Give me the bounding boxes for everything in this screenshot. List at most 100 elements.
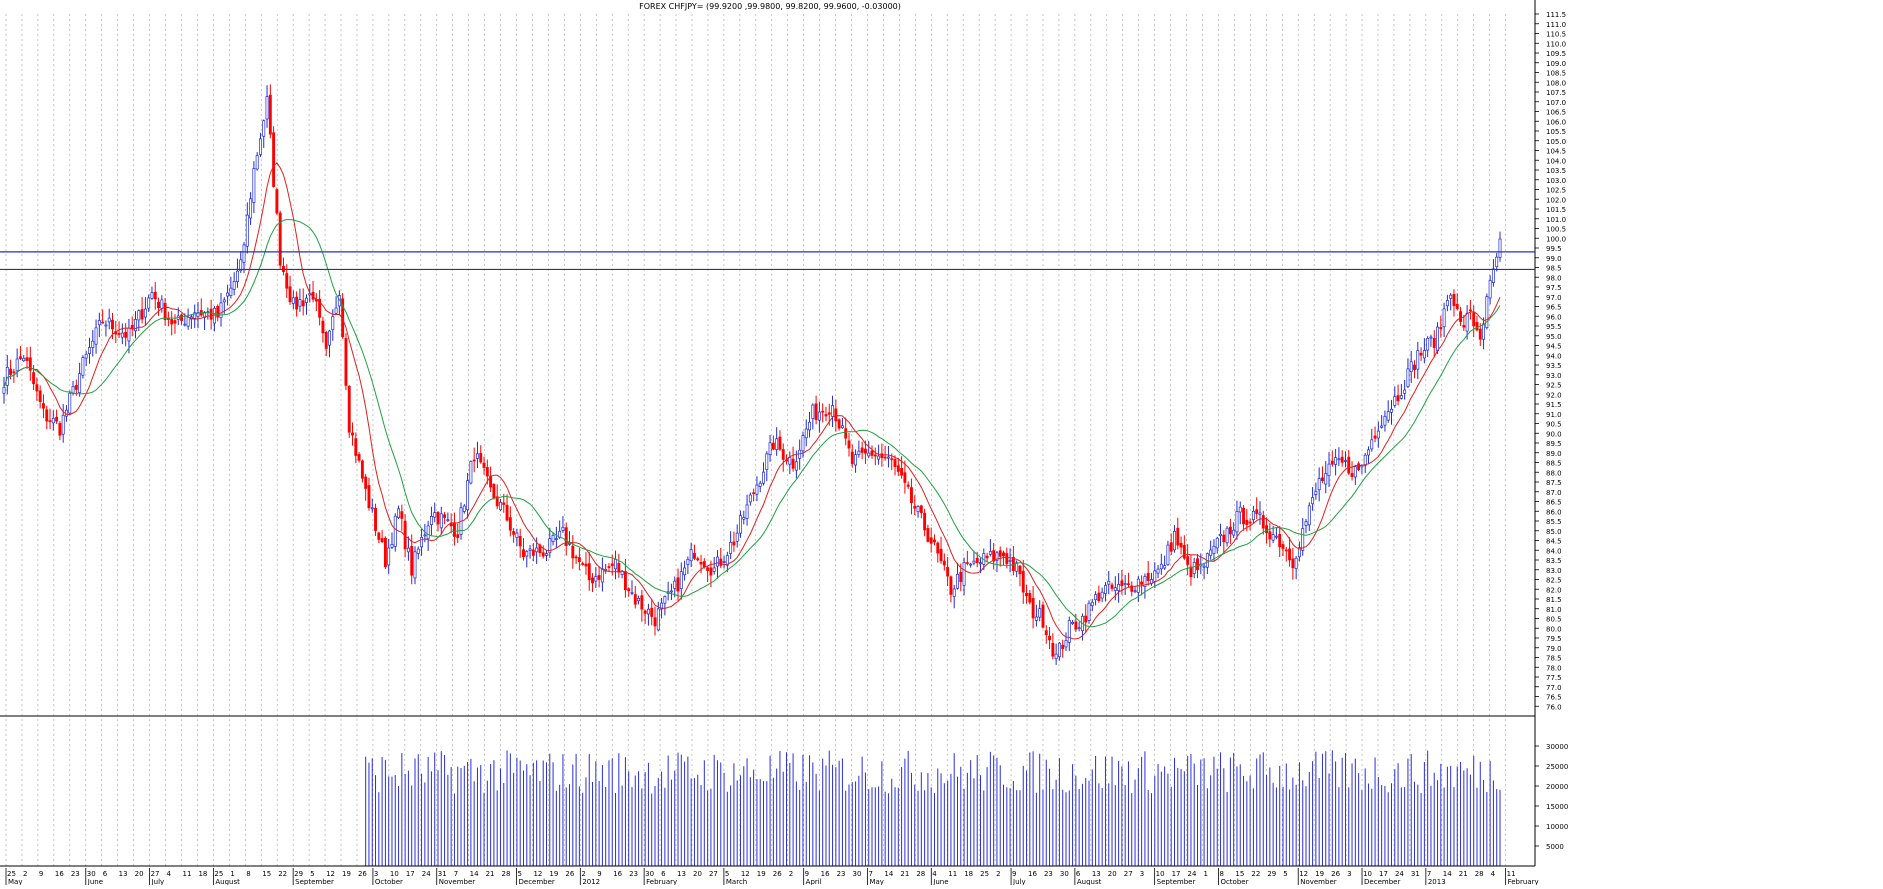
candle-body	[1268, 531, 1272, 540]
candle-body	[817, 411, 821, 421]
candle-body	[1340, 456, 1344, 463]
candle-body	[222, 299, 226, 303]
candle	[166, 311, 170, 327]
candle	[910, 478, 913, 515]
candle	[1071, 619, 1075, 625]
price-tick-label: 80.0	[1546, 625, 1562, 633]
candle	[762, 462, 765, 486]
candle-body	[1225, 527, 1229, 544]
day-tick-label: 14	[884, 870, 893, 878]
candle-body	[15, 358, 19, 372]
candle-body	[291, 297, 295, 304]
candle-body	[173, 320, 177, 324]
price-tick-label: 94.0	[1546, 352, 1562, 360]
candle	[1209, 540, 1213, 560]
candle-body	[68, 392, 72, 414]
candle	[883, 445, 887, 461]
candle	[995, 550, 999, 573]
day-tick-label: 24	[422, 870, 431, 878]
candle	[1104, 582, 1107, 602]
candle-body	[229, 287, 233, 296]
candle-body	[867, 452, 871, 457]
candle-body	[617, 562, 621, 573]
candle	[1133, 586, 1137, 594]
candle	[640, 589, 644, 622]
candle-body	[153, 291, 157, 300]
month-tick-label: October	[1220, 878, 1248, 885]
candle	[1478, 323, 1482, 346]
day-tick-label: 3	[1140, 870, 1144, 878]
candle	[374, 503, 377, 537]
candle	[683, 560, 687, 581]
candle	[249, 192, 253, 225]
candle-body	[709, 567, 713, 576]
candle	[597, 566, 601, 588]
candle	[758, 480, 762, 493]
candle-body	[1248, 521, 1252, 524]
price-tick-label: 77.0	[1546, 684, 1562, 692]
candle-body	[1219, 533, 1222, 537]
candle	[1330, 450, 1334, 467]
price-tick-label: 81.5	[1546, 596, 1562, 604]
candle	[1334, 448, 1338, 476]
candle	[180, 313, 183, 325]
candle	[357, 451, 361, 463]
candle-body	[614, 559, 618, 570]
candle	[725, 551, 729, 573]
candle-body	[1255, 509, 1259, 514]
candle	[492, 483, 496, 500]
candle-body	[259, 138, 262, 155]
candle	[1173, 525, 1176, 553]
candle	[1048, 626, 1052, 650]
candle-body	[1041, 604, 1045, 628]
candle	[1117, 573, 1121, 603]
candle	[1028, 590, 1032, 605]
candle-body	[275, 189, 279, 214]
candle	[1031, 585, 1035, 629]
candle	[1034, 604, 1038, 627]
candle	[351, 422, 354, 446]
candle-body	[262, 120, 266, 137]
candle	[265, 85, 269, 128]
candle	[1452, 289, 1456, 317]
candle-body	[896, 465, 900, 472]
candle-body	[272, 132, 276, 187]
candle	[97, 312, 101, 338]
candle-body	[1419, 352, 1423, 356]
candle	[551, 532, 555, 546]
candle	[397, 505, 400, 519]
candle	[1169, 533, 1173, 555]
price-tick-label: 106.5	[1546, 109, 1566, 117]
candle	[476, 441, 479, 468]
candle	[742, 510, 746, 525]
candle	[896, 457, 900, 476]
candle	[1156, 565, 1160, 579]
candle-body	[485, 467, 489, 477]
candle	[679, 562, 683, 600]
candle	[443, 511, 447, 525]
day-tick-label: 16	[821, 870, 830, 878]
candle	[42, 394, 45, 419]
candle	[18, 346, 22, 361]
candle	[850, 444, 854, 468]
price-tick-label: 95.5	[1546, 323, 1562, 331]
candle	[1376, 421, 1380, 448]
candle	[817, 401, 821, 433]
day-tick-label: 2	[996, 870, 1000, 878]
candle	[686, 556, 690, 575]
candle-body	[660, 602, 664, 610]
candle	[577, 547, 581, 571]
candle	[2, 376, 6, 404]
candle-body	[577, 557, 581, 563]
candle	[226, 284, 230, 306]
candle	[321, 316, 325, 343]
candle	[1044, 625, 1048, 644]
candle-body	[946, 566, 950, 577]
candle-body	[393, 515, 397, 547]
candle-body	[295, 296, 299, 310]
candle	[334, 296, 338, 315]
candle-body	[1176, 527, 1180, 546]
candle-body	[354, 438, 358, 456]
candle	[301, 288, 305, 316]
candle	[522, 538, 525, 561]
